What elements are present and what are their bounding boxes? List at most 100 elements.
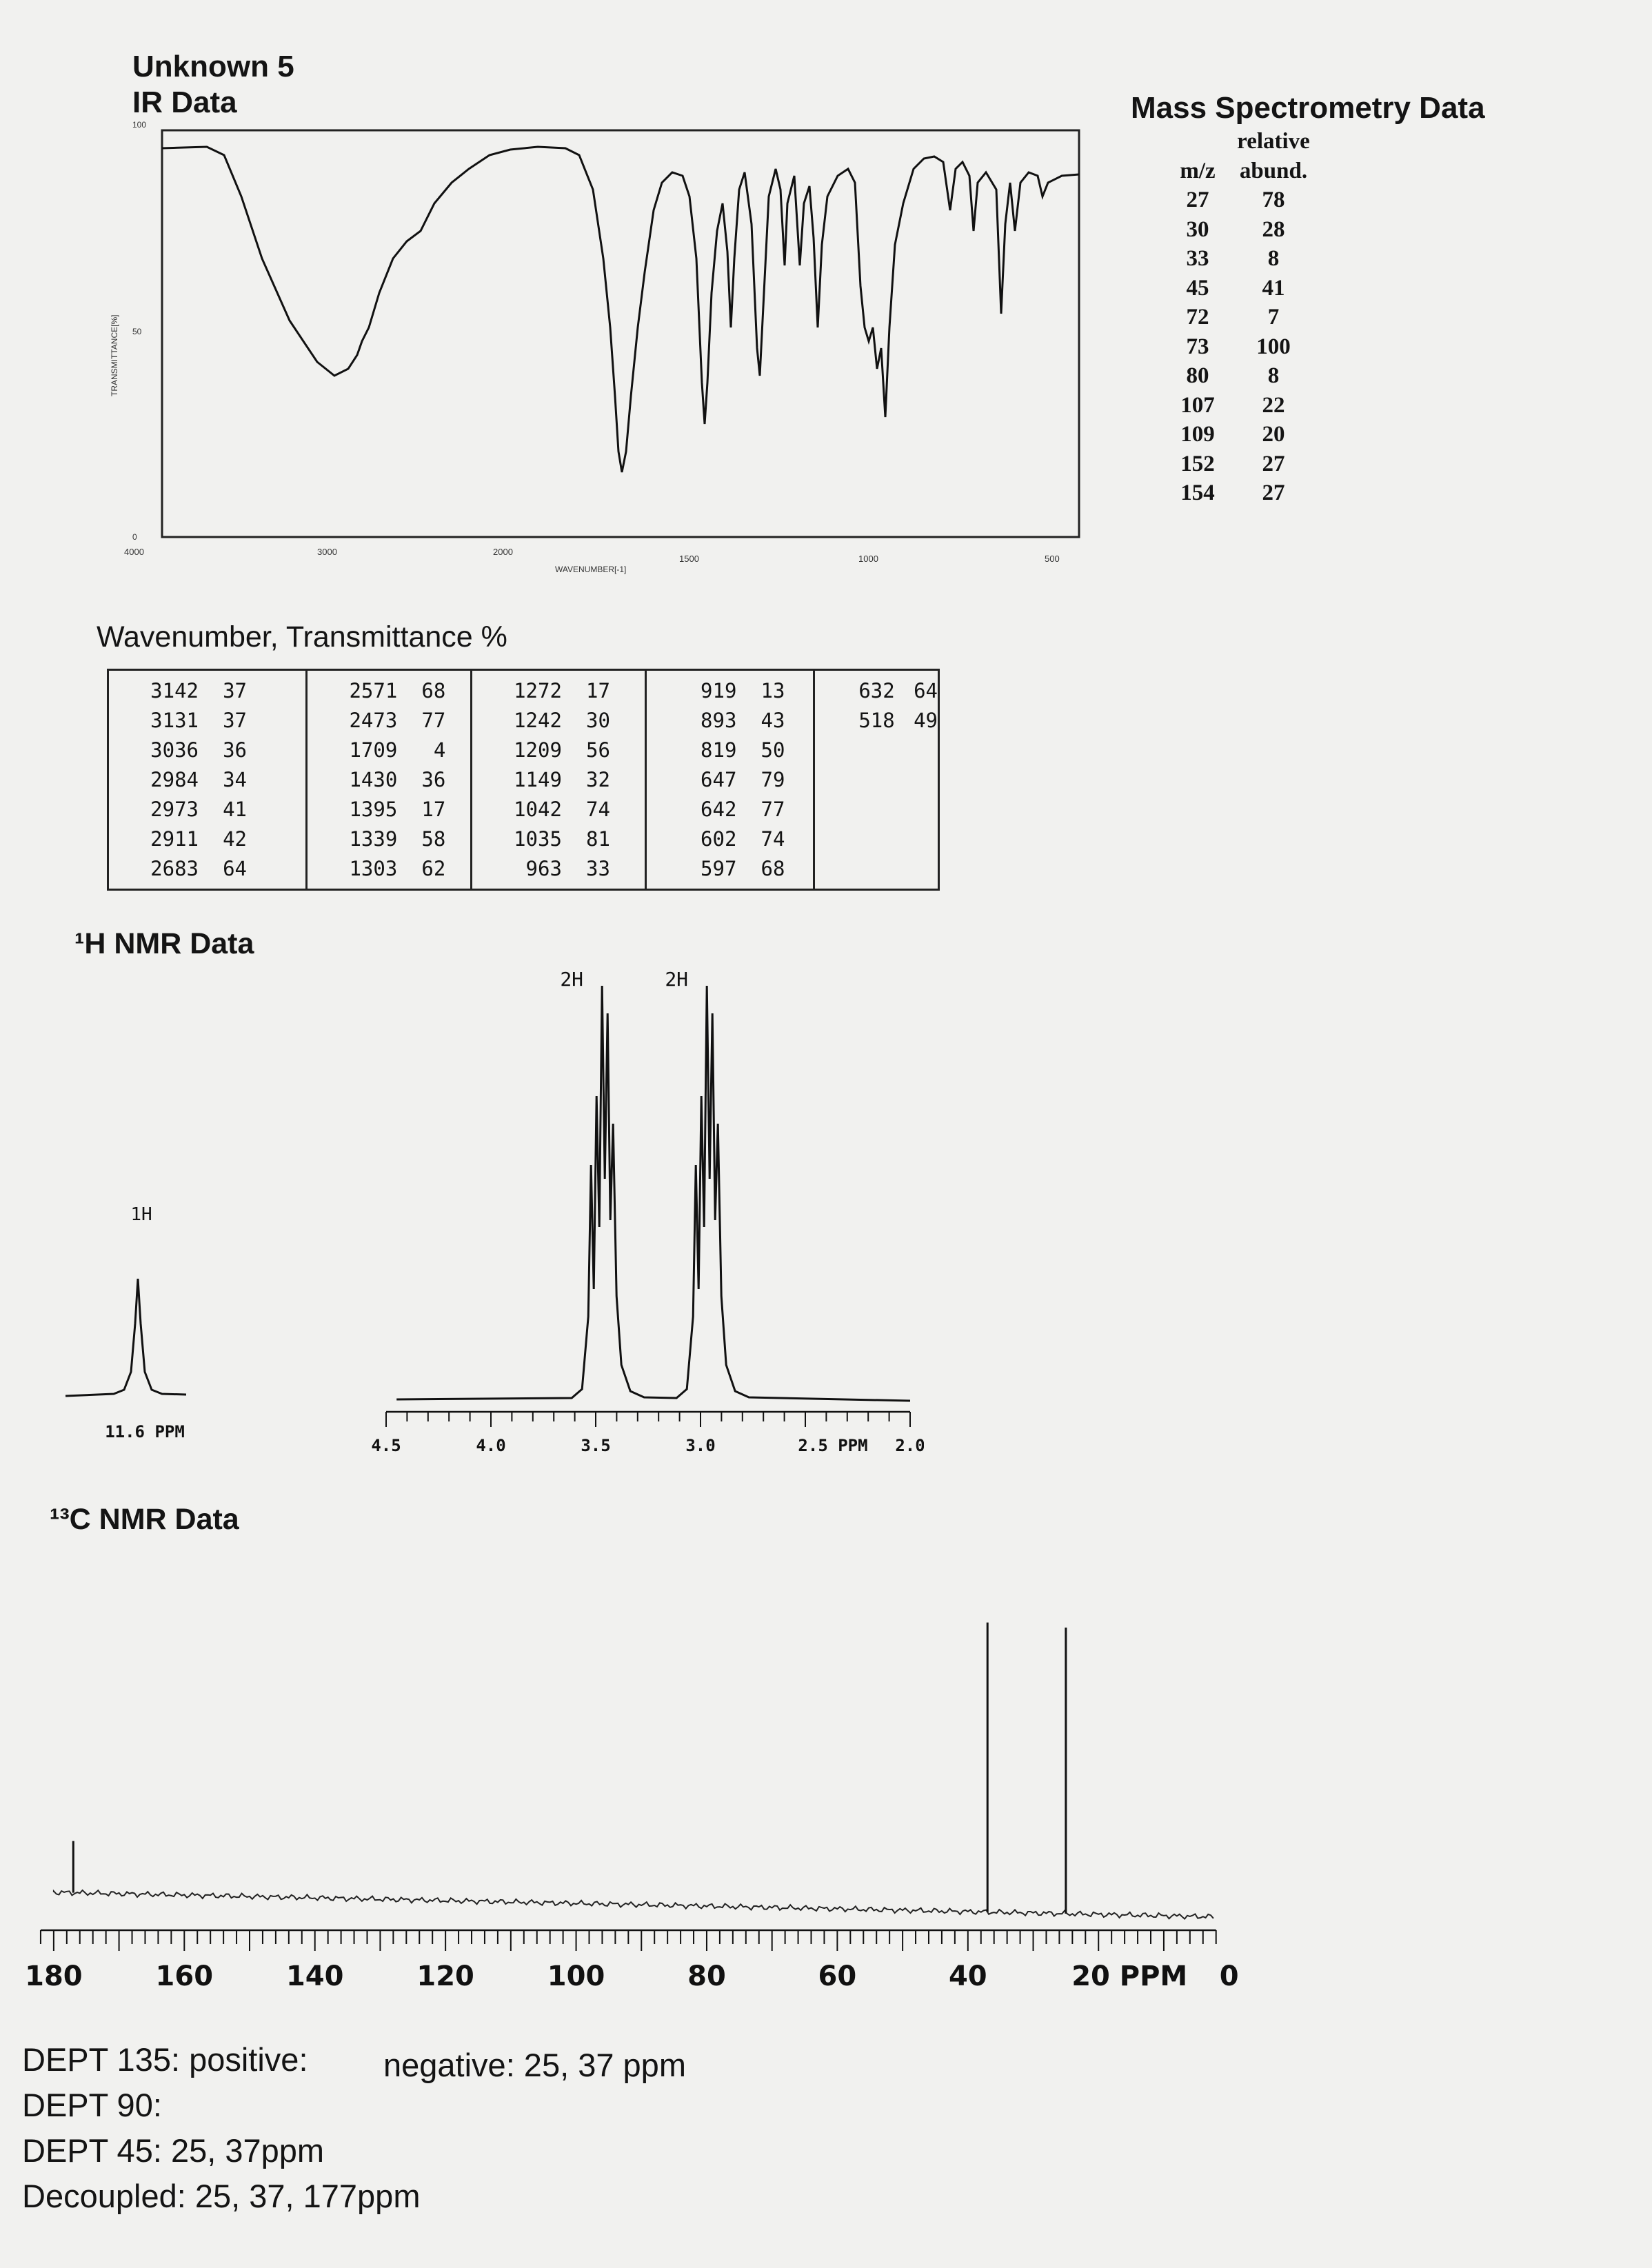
mass-spec-mz: 154 [1180, 480, 1215, 505]
ir-transmittance: 36 [421, 768, 446, 791]
mass-spec-row: 109 20 [1167, 420, 1318, 449]
h-nmr-x-tick-label: 3.0 [685, 1436, 715, 1455]
dept-135-positive: DEPT 135: positive: [22, 2041, 308, 2078]
h-nmr-x-tick-label: 2.5 PPM [798, 1436, 867, 1455]
ir-table-row: 2473 77 [308, 706, 470, 736]
ir-table-row: 819 50 [647, 736, 813, 765]
mass-spec-row: 33 8 [1167, 244, 1318, 274]
ir-table-row: 3131 37 [109, 706, 305, 736]
ir-table-row: 1430 36 [308, 765, 470, 795]
ir-transmittance: 77 [760, 798, 785, 821]
ir-table-row: 1149 32 [472, 765, 645, 795]
c-nmr-title: ¹³C NMR Data [50, 1503, 239, 1536]
ir-wavenumber: 2473 [349, 709, 398, 732]
ir-transmittance: 30 [586, 709, 610, 732]
ir-wavenumber: 2571 [349, 679, 398, 702]
ir-table-row: 1395 17 [308, 795, 470, 824]
mass-spec-block: Mass Spectrometry Data relative m/z abun… [1131, 91, 1517, 505]
ir-table-row: 2683 64 [109, 854, 305, 884]
mass-spec-row: 27 78 [1167, 185, 1318, 215]
ir-wavenumber: 602 [701, 827, 737, 851]
ir-x-tick-500: 500 [1045, 554, 1060, 564]
ir-wavenumber: 2973 [150, 798, 199, 821]
ir-wavenumber: 893 [701, 709, 737, 732]
ir-table-row: 963 33 [472, 854, 645, 884]
ir-wavenumber: 1303 [349, 857, 398, 880]
h-nmr-inset-peak-label: 1H [130, 1204, 152, 1225]
ir-table-row: 647 79 [647, 765, 813, 795]
ir-transmittance: 37 [223, 679, 247, 702]
mass-spec-mz: 72 [1186, 305, 1209, 330]
c-nmr-x-tick-label: 120 [416, 1961, 474, 1992]
ir-wavenumber: 1242 [514, 709, 562, 732]
h-nmr-x-tick-label: 2.0 [895, 1436, 924, 1455]
mass-spec-title: Mass Spectrometry Data [1131, 91, 1485, 125]
ir-transmittance: 17 [586, 679, 610, 702]
dept-135-negative: negative: 25, 37 ppm [383, 2047, 686, 2083]
ir-table-row: 518 49 [815, 706, 938, 736]
ir-wavenumber: 1149 [514, 768, 562, 791]
mass-spec-header-row-1: relative [1167, 127, 1318, 156]
ir-table-row: 1242 30 [472, 706, 645, 736]
ir-table-column: 1272 17 1242 30 1209 56 1149 32 1042 74 1035 81 963 3… [472, 671, 647, 889]
ir-wavenumber: 819 [701, 738, 737, 762]
c-nmr-x-tick-label: 40 [949, 1961, 987, 1992]
mass-spec-mz: 107 [1180, 392, 1215, 418]
ir-transmittance: 33 [586, 857, 610, 880]
mass-spec-abundance: 27 [1262, 451, 1285, 476]
ir-plot-frame [161, 129, 1080, 538]
mass-spec-abundance: 41 [1262, 275, 1285, 301]
ir-transmittance: 41 [223, 798, 247, 821]
ir-peak-table: 3142 37 3131 37 3036 36 2984 34 2973 41 2911 42 2683… [107, 669, 940, 891]
mass-spec-row: 30 28 [1167, 215, 1318, 245]
ir-table-row: 1035 81 [472, 824, 645, 854]
h-nmr-spectrum: 4.5 4.0 3.5 3.0 2.5 PPM 2.0 2H 2H [371, 968, 924, 1455]
mass-spec-mz: 33 [1186, 246, 1209, 271]
ir-wavenumber: 1035 [514, 827, 562, 851]
ir-transmittance: 77 [421, 709, 446, 732]
ir-table-row: 632 64 [815, 676, 938, 706]
mass-spec-header-row-2: m/z abund. [1167, 156, 1318, 186]
mass-spec-abundance: 20 [1262, 422, 1285, 447]
ir-x-tick-3000: 3000 [317, 547, 337, 557]
ir-wavenumber: 1339 [349, 827, 398, 851]
mass-spec-rows: 27 78 30 28 33 8 45 41 72 7 73 100 80 8 107 22 109 20 152 2… [1167, 185, 1318, 508]
c-nmr-x-tick-label: 60 [818, 1961, 857, 1992]
ir-wavenumber: 1709 [349, 738, 398, 762]
ir-transmittance: 32 [586, 768, 610, 791]
ir-table-row: 1339 58 [308, 824, 470, 854]
ir-transmittance: 64 [223, 857, 247, 880]
mass-spec-row: 72 7 [1167, 303, 1318, 332]
ir-table-row: 2984 34 [109, 765, 305, 795]
mass-spec-abundance: 22 [1262, 392, 1285, 418]
mass-spec-abundance: 28 [1262, 216, 1285, 242]
ir-table-row: 1709 4 [308, 736, 470, 765]
ir-table-row: 1042 74 [472, 795, 645, 824]
ir-transmittance: 74 [586, 798, 610, 821]
h-nmr-peak-label: 2H [560, 968, 583, 991]
dept-info: DEPT 135: positive: DEPT 90: DEPT 45: 25… [22, 2037, 420, 2219]
ir-wavenumber: 963 [525, 857, 562, 880]
ir-table-title: Wavenumber, Transmittance % [97, 620, 507, 654]
ir-wavenumber: 3131 [150, 709, 199, 732]
mass-spec-mz: 27 [1186, 188, 1209, 212]
mass-spec-mz: 45 [1186, 275, 1209, 301]
ir-transmittance: 50 [760, 738, 785, 762]
ir-transmittance: 34 [223, 768, 247, 791]
ir-y-axis-label: TRANSMITTANCE[%] [110, 315, 119, 396]
mass-spec-mz: 152 [1180, 451, 1215, 476]
c-nmr-x-tick-label: 20 PPM [1071, 1961, 1187, 1992]
ir-wavenumber: 632 [858, 679, 895, 702]
dept-90: DEPT 90: [22, 2087, 162, 2123]
ir-y-tick-50: 50 [132, 327, 142, 336]
mass-spec-row: 107 22 [1167, 391, 1318, 421]
ir-wavenumber: 1209 [514, 738, 562, 762]
h-nmr-x-tick-label: 3.5 [581, 1436, 610, 1455]
ir-transmittance: 49 [914, 709, 938, 732]
mass-spec-row: 152 27 [1167, 449, 1318, 479]
c-nmr-x-tick-label: 100 [547, 1961, 605, 1992]
ir-transmittance: 74 [760, 827, 785, 851]
mass-spec-header-relative: relative [1237, 129, 1310, 154]
ir-x-tick-2000: 2000 [493, 547, 513, 557]
ir-table-column: 919 13 893 43 819 50 647 79 642 77 602 74 597 68 [647, 671, 816, 889]
